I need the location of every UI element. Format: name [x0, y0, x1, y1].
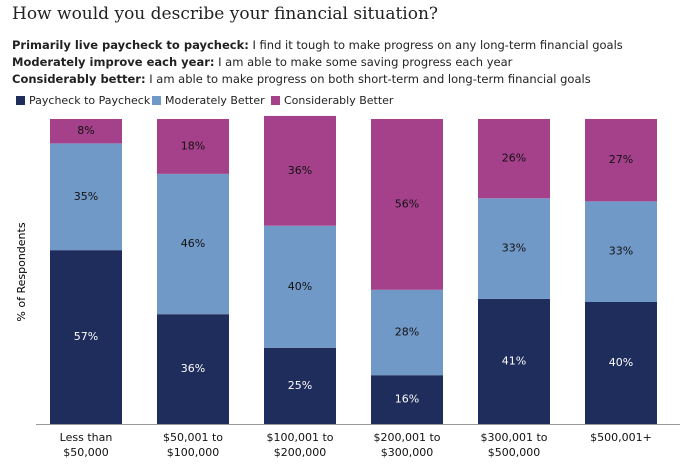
data-label: 36%	[181, 362, 205, 375]
data-label: 16%	[395, 393, 419, 406]
definition-term: Considerably better:	[12, 72, 146, 86]
data-label: 56%	[395, 197, 419, 210]
bar-segment	[478, 198, 550, 299]
data-label: 27%	[609, 153, 633, 166]
legend-swatch	[16, 96, 25, 105]
bar-segment	[585, 302, 657, 424]
bar-segment	[478, 119, 550, 199]
data-label: 40%	[609, 356, 633, 369]
bar-segment	[371, 289, 443, 376]
x-tick-label: $100,001 to $200,000	[266, 431, 334, 459]
legend-label: Moderately Better	[165, 94, 265, 107]
data-label: 8%	[77, 124, 94, 137]
bar-segment	[50, 119, 122, 144]
data-label: 35%	[74, 190, 98, 203]
legend-swatch	[152, 96, 161, 105]
bar-segment	[50, 250, 122, 424]
data-label: 46%	[181, 237, 205, 250]
data-label: 18%	[181, 139, 205, 152]
definition-term: Moderately improve each year:	[12, 55, 215, 69]
bar-segment	[478, 298, 550, 424]
bar-segment	[264, 225, 336, 348]
data-label: 33%	[502, 242, 526, 255]
x-tick-label: $50,001 to $100,000	[162, 431, 224, 459]
legend-label: Paycheck to Paycheck	[29, 94, 151, 107]
definition: Primarily live paycheck to paycheck: I f…	[12, 38, 623, 52]
data-label: 57%	[74, 330, 98, 343]
y-axis-label: % of Respondents	[15, 222, 28, 321]
legend-label: Considerably Better	[284, 94, 394, 107]
definition-text: I am able to make progress on both short…	[149, 72, 591, 86]
data-label: 25%	[288, 379, 312, 392]
bar-segment	[50, 143, 122, 251]
x-tick-label: $500,001+	[590, 431, 652, 444]
data-label: 41%	[502, 354, 526, 367]
bar-segment	[585, 201, 657, 302]
bar-segment	[264, 115, 336, 226]
bar-segment	[371, 375, 443, 424]
definition: Considerably better: I am able to make p…	[12, 72, 591, 86]
bar-segment	[264, 347, 336, 424]
bar-segment	[157, 314, 229, 424]
x-tick-label: $300,001 to $500,000	[480, 431, 548, 459]
bar-segment	[371, 119, 443, 290]
bar-segment	[157, 119, 229, 174]
x-tick-label: $200,001 to $300,000	[373, 431, 441, 459]
data-label: 36%	[288, 164, 312, 177]
definition: Moderately improve each year: I am able …	[12, 55, 512, 69]
definition-text: I find it tough to make progress on any …	[252, 38, 623, 52]
data-label: 26%	[502, 152, 526, 165]
bar-segment	[585, 119, 657, 202]
legend-swatch	[271, 96, 280, 105]
x-tick-label: Less than $50,000	[59, 431, 113, 459]
data-label: 33%	[609, 245, 633, 258]
definition-text: I am able to make some saving progress e…	[218, 55, 513, 69]
data-label: 40%	[288, 280, 312, 293]
chart-title: How would you describe your financial si…	[12, 4, 439, 24]
definition-term: Primarily live paycheck to paycheck:	[12, 38, 249, 52]
data-label: 28%	[395, 326, 419, 339]
bar-segment	[157, 173, 229, 315]
